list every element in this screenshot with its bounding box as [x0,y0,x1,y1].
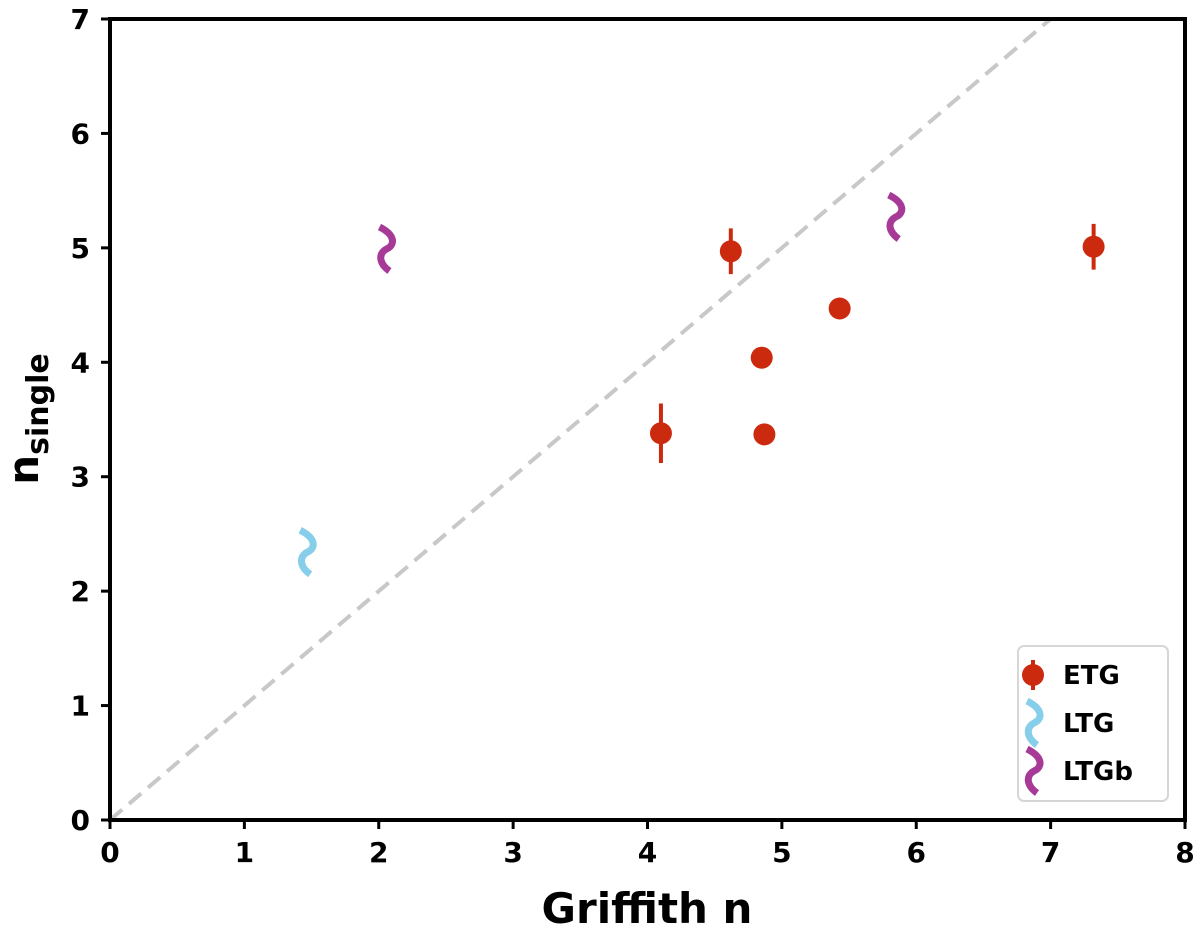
legend: ETG LTG LTGb [1017,645,1169,802]
data-points-layer [298,191,1105,578]
legend-etg-marker [1022,664,1044,686]
y-tick-label: 7 [71,3,90,36]
y-tick-label: 2 [71,575,90,608]
x-tick-label: 0 [100,836,119,869]
y-axis-label-subscript: single [21,353,56,455]
svg-text:nsingle: nsingle [0,353,56,485]
y-tick-label: 6 [71,117,90,150]
legend-ltg-label: LTG [1063,709,1114,739]
legend-ltg-marker [1024,697,1044,748]
x-tick-label: 2 [369,836,388,869]
ltgb-point [377,223,396,274]
etg-point [750,346,773,369]
y-axis-label: nsingle [0,353,56,485]
legend-ltgb-marker [1024,745,1044,796]
etg-point [828,297,851,320]
x-tick-label: 8 [1175,836,1194,869]
etg-point [719,240,742,263]
legend-box [1017,645,1169,802]
ltgb-point [886,191,906,242]
x-axis-label: Griffith n [542,884,753,928]
x-tick-label: 7 [1041,836,1060,869]
etg-point [649,422,672,445]
ltg-point [298,527,317,578]
x-tick-label: 6 [907,836,926,869]
y-axis-label-main: n [0,455,48,485]
etg-point [1082,235,1105,258]
legend-items: ETG LTG LTGb [1022,660,1133,796]
y-tick-label: 5 [71,232,90,265]
legend-ltgb-label: LTGb [1063,757,1133,787]
legend-etg-label: ETG [1063,661,1120,691]
y-tick-label: 4 [71,346,90,379]
x-tick-label: 3 [503,836,522,869]
axis-ticks: 0 1 2 3 4 5 6 7 8 0 1 2 3 4 5 6 7 [71,3,1195,869]
y-tick-label: 3 [71,461,90,494]
x-tick-label: 4 [638,836,657,869]
y-tick-label: 1 [71,690,90,723]
reference-line [108,17,1052,822]
reference-line-layer [108,17,1052,822]
x-tick-label: 1 [235,836,254,869]
etg-point [753,423,776,446]
x-tick-label: 5 [772,836,791,869]
y-tick-label: 0 [71,804,90,837]
